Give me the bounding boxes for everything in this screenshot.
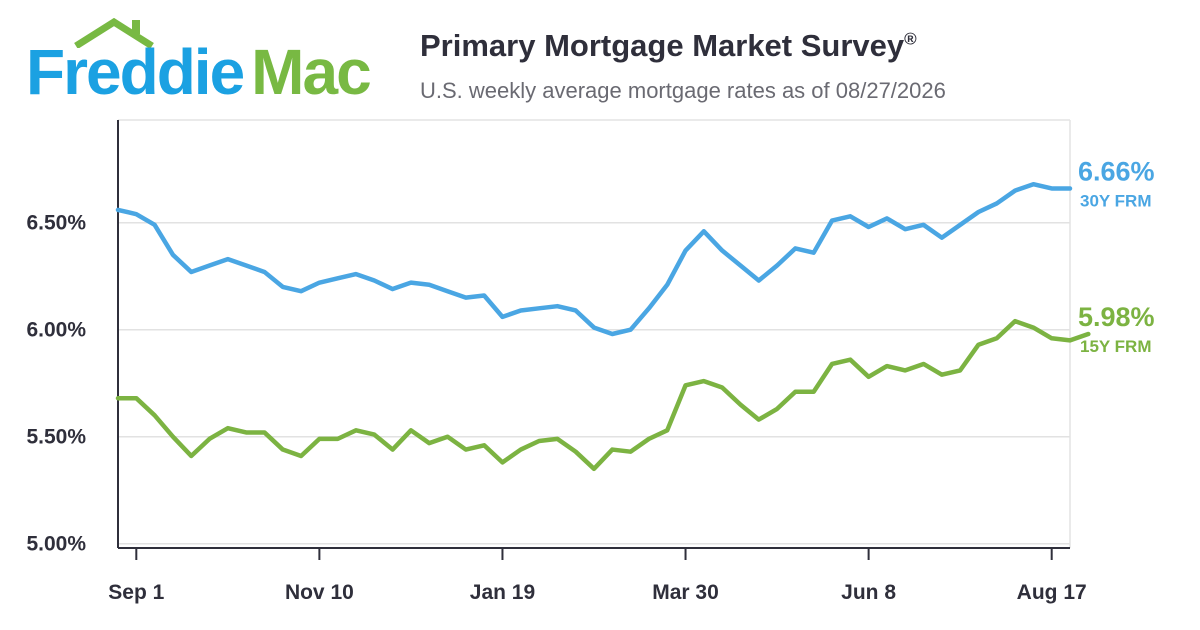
chart-title-text: Primary Mortgage Market Survey [420, 28, 905, 63]
x-tick-label: Sep 1 [108, 581, 164, 604]
y-tick-label: 6.50% [26, 212, 86, 235]
x-tick-label: Mar 30 [652, 581, 719, 604]
series-legend-label: 30Y FRM [1080, 191, 1152, 210]
y-tick-label: 5.00% [26, 533, 86, 556]
logo-wordmark: Freddie Mac [26, 40, 372, 104]
series-line-30y-frm [115, 181, 1073, 337]
logo-freddie: Freddie [26, 36, 245, 108]
y-tick-label: 6.00% [26, 319, 86, 342]
freddie-mac-logo: Freddie Mac [26, 18, 386, 108]
x-tick-label: Aug 17 [1017, 581, 1087, 604]
series-end-value: 5.98% [1078, 302, 1155, 332]
series-legend-label: 15Y FRM [1080, 337, 1152, 356]
chart-title: Primary Mortgage Market Survey® [420, 28, 917, 64]
x-tick-label: Jan 19 [470, 581, 535, 604]
chart-subtitle: U.S. weekly average mortgage rates as of… [420, 78, 946, 103]
y-tick-label: 5.50% [26, 426, 86, 449]
registered-mark: ® [904, 29, 917, 49]
series-end-value: 6.66% [1078, 156, 1155, 186]
series-line-15y-frm [115, 318, 1091, 472]
house-roof-icon [74, 18, 154, 48]
x-tick-label: Jun 8 [841, 581, 896, 604]
logo-mac: Mac [251, 36, 371, 108]
x-tick-label: Nov 10 [285, 581, 354, 604]
